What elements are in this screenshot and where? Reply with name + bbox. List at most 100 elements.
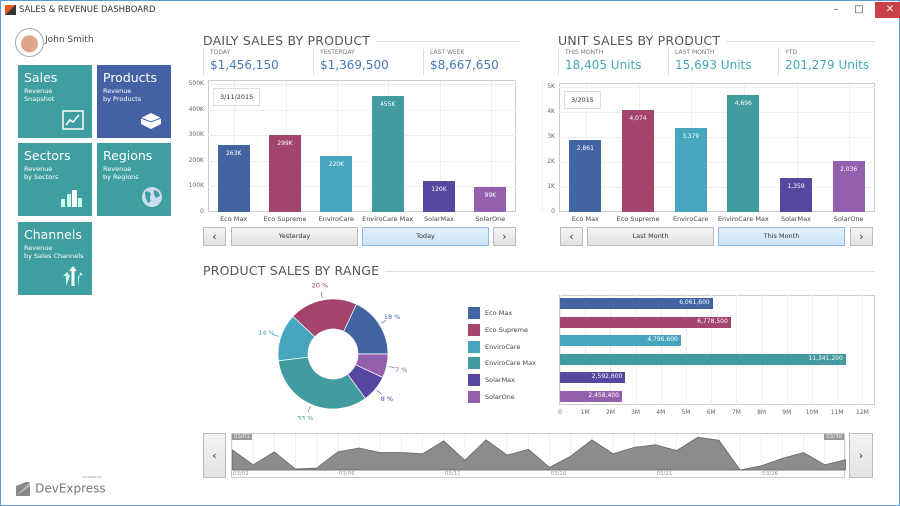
next-button[interactable]: › — [493, 227, 516, 246]
legend-swatch — [468, 323, 480, 336]
tile-sectors[interactable]: Sectors Revenue by Sectors — [18, 143, 92, 216]
bar-value-label: 11,341,200 — [808, 354, 843, 362]
bar-solarone[interactable]: 2,036 — [832, 161, 865, 212]
tile-channels[interactable]: Channels Revenue by Sales Channels — [18, 222, 92, 295]
x-tick-label: Eco Supreme — [616, 215, 660, 223]
y-tick-label: 2K — [547, 158, 555, 165]
gridline — [786, 295, 788, 405]
tile-products[interactable]: Products Revenue by Products — [97, 65, 171, 138]
tile-subtitle: Revenue — [24, 244, 53, 252]
kpi-this-month: THIS MONTH 18,405 Units — [558, 49, 663, 75]
range-next-button[interactable]: › — [849, 433, 873, 478]
x-tick-label: Eco Max — [571, 215, 599, 223]
bar-value-label: 4,074 — [629, 115, 647, 123]
legend-item[interactable]: EnviroCare — [468, 340, 520, 353]
range-prev-button[interactable]: ‹ — [203, 433, 226, 478]
x-tick-label: 9M — [782, 409, 792, 416]
kpi-value: 15,693 Units — [675, 58, 752, 72]
bar-value-label: 99K — [484, 191, 497, 199]
next-button[interactable]: › — [850, 227, 873, 246]
tile-subtitle: by Sectors — [24, 173, 59, 181]
tile-title: Channels — [24, 227, 82, 242]
hbar-envirocare[interactable]: 4,796,600 — [560, 335, 681, 346]
donut-slice-solarone[interactable] — [355, 353, 389, 378]
gridline — [585, 295, 587, 405]
x-tick-label: 03/16 — [550, 471, 567, 477]
period-button-last-month[interactable]: Last Month — [587, 227, 714, 246]
kpi-value: $8,667,650 — [430, 58, 499, 72]
area-series — [232, 436, 846, 470]
bar-envirocare-max[interactable]: 4,696 — [727, 94, 760, 212]
y-tick-label: 200K — [188, 156, 204, 164]
x-tick-label: Eco Max — [220, 215, 248, 223]
bar-envirocare[interactable]: 220K — [320, 155, 353, 212]
gridline — [542, 81, 544, 211]
slice-percent-label: 18 % — [384, 313, 401, 321]
close-button[interactable]: ✕ — [875, 2, 900, 18]
legend-item[interactable]: SolarMax — [468, 374, 515, 387]
x-tick-label: 03/11 — [444, 471, 461, 477]
x-tick-label: 1M — [580, 409, 590, 416]
x-tick-label: 3M — [631, 409, 641, 416]
label-connector — [272, 334, 279, 337]
legend-swatch — [468, 391, 480, 403]
bar-solarmax[interactable]: 1,359 — [780, 178, 812, 212]
period-button-today[interactable]: Today — [362, 227, 489, 246]
donut-slice-envirocare-max[interactable] — [278, 356, 366, 410]
prev-button[interactable]: ‹ — [560, 227, 583, 246]
y-tick-label: 0 — [200, 208, 204, 215]
bar-envirocare-max[interactable]: 455K — [371, 95, 404, 212]
bar-eco-supreme[interactable]: 299K — [269, 135, 301, 212]
x-tick-label: 4M — [656, 409, 666, 416]
x-tick-label: 03/06 — [338, 471, 355, 477]
tile-subtitle: by Regions — [103, 173, 139, 181]
bar-value-label: 263K — [225, 149, 242, 157]
legend-item[interactable]: SolarOne — [468, 391, 515, 403]
x-tick-label: 2M — [605, 409, 615, 416]
tile-subtitle: by Products — [103, 95, 142, 103]
period-button-yesterday[interactable]: Yesterday — [231, 227, 358, 246]
kpi-value: $1,456,150 — [210, 58, 279, 72]
hbar-solarone[interactable]: 2,458,400 — [560, 390, 622, 402]
x-tick-label: SolarOne — [833, 215, 864, 223]
bar-solarone[interactable]: 99K — [474, 186, 507, 212]
gridline — [635, 295, 637, 405]
hbar-envirocare-max[interactable]: 11,341,200 — [560, 353, 846, 365]
period-button-this-month[interactable]: This Month — [718, 227, 845, 246]
hbar-solarmax[interactable]: 2,592,600 — [560, 372, 626, 383]
bar-value-label: 2,861 — [576, 145, 594, 153]
legend-label: EnviroCare Max — [485, 359, 536, 368]
legend-item[interactable]: Eco Supreme — [468, 323, 528, 336]
legend-item[interactable]: EnviroCare Max — [468, 357, 536, 370]
tile-regions[interactable]: Regions Revenue by Regions — [97, 143, 171, 216]
y-tick-label: 400K — [188, 105, 204, 113]
label-connector — [307, 406, 311, 412]
avatar[interactable] — [15, 28, 44, 57]
bar-eco-max[interactable]: 2,861 — [569, 140, 602, 212]
bar-solarmax[interactable]: 120K — [423, 181, 455, 212]
gridline — [559, 112, 875, 113]
devexpress-logo: DevExpress POWERED BY — [16, 475, 106, 497]
range-navigator[interactable]: 03/01 03/06 03/11 03/16 03/21 03/26 03/01 03/30 — [231, 433, 846, 478]
bar-value-label: 2,458,400 — [588, 391, 619, 399]
range-start-handle[interactable]: 03/01 — [232, 434, 252, 440]
legend-item[interactable]: Eco Max — [468, 307, 512, 319]
tile-sales[interactable]: Sales Revenue Snapshot — [18, 65, 92, 138]
hbar-eco-supreme[interactable]: 6,778,500 — [560, 316, 731, 328]
prev-button[interactable]: ‹ — [203, 227, 226, 246]
maximize-button[interactable]: □ — [854, 4, 864, 15]
y-tick-label: 3K — [547, 133, 555, 140]
gridline — [686, 295, 687, 405]
tile-subtitle: Revenue — [24, 87, 53, 95]
hbar-eco-max[interactable]: 6,061,600 — [560, 298, 713, 309]
range-end-handle[interactable]: 03/30 — [824, 434, 844, 440]
kpi-ytd: YTD 201,279 Units — [778, 49, 883, 75]
legend-swatch — [468, 374, 480, 387]
x-tick-label: 12M — [855, 409, 869, 416]
daily-sales-title: DAILY SALES BY PRODUCT — [203, 33, 377, 48]
bar-eco-max[interactable]: 263K — [217, 144, 250, 212]
x-tick-label: EnviroCare Max — [362, 215, 414, 223]
bar-eco-supreme[interactable]: 4,074 — [622, 110, 654, 212]
minimize-button[interactable]: – — [833, 4, 839, 15]
bar-envirocare[interactable]: 3,379 — [674, 127, 707, 212]
